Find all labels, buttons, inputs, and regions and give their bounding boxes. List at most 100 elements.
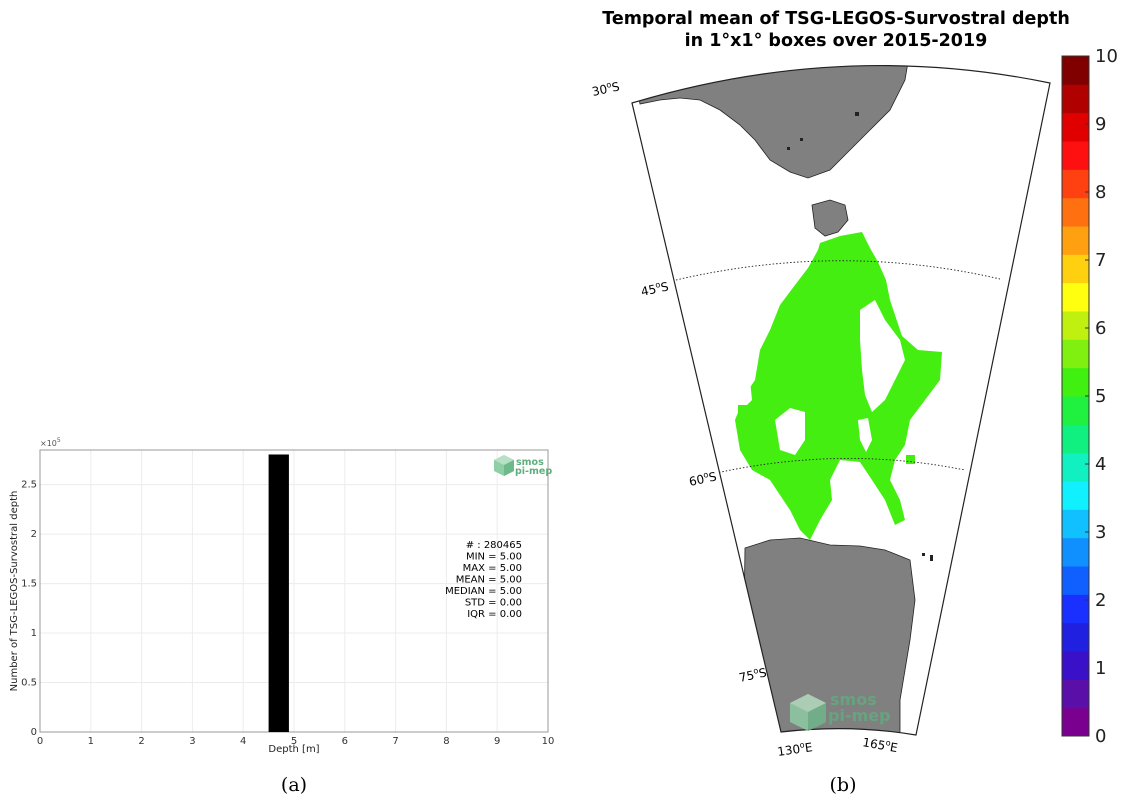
colorbar-tick-label: 5 [1095, 386, 1106, 407]
x-tick-label: 10 [542, 736, 555, 747]
x-tick-label: 7 [392, 736, 398, 747]
panel-caption-b: (b) [830, 774, 857, 796]
smos-pi-mep-logo-map: smos pi-mep [790, 690, 891, 731]
colorbar-segment [1062, 594, 1089, 624]
colorbar [1062, 56, 1089, 737]
stat-line: MEDIAN = 5.00 [445, 586, 522, 597]
colorbar-segment [1062, 396, 1089, 425]
histogram-plot-frame [39, 449, 549, 733]
colorbar-tick-label: 9 [1095, 114, 1106, 135]
x-tick-label: 6 [342, 736, 348, 747]
colorbar-segment [1062, 424, 1089, 454]
histogram-x-tick-labels: 0 1 2 3 4 5 6 7 8 9 10 [37, 736, 555, 747]
colorbar-tick-label: 0 [1095, 726, 1106, 747]
stat-line: MIN = 5.00 [466, 552, 522, 563]
smos-pi-mep-logo: smos pi-mep [494, 455, 552, 477]
y-tick-label: 1 [31, 628, 37, 639]
data-field-cells [735, 232, 942, 540]
data-field-isolated-cells [738, 350, 915, 464]
stat-line: MAX = 5.00 [463, 563, 522, 574]
colorbar-segment [1062, 651, 1089, 680]
panel-caption-a: (a) [281, 774, 307, 796]
lat-label-60s: 60oS [688, 468, 718, 488]
colorbar-segment [1062, 141, 1089, 170]
x-tick-label: 3 [189, 736, 195, 747]
logo-text-pi-mep: pi-mep [515, 466, 552, 477]
histogram-bars [268, 454, 289, 732]
map-sector-outline [631, 65, 1051, 736]
colorbar-segment [1062, 197, 1089, 227]
x-tick-label: 5 [291, 736, 297, 747]
stat-line: IQR = 0.00 [467, 609, 522, 620]
logo-cube-icon [790, 694, 826, 731]
logo-cube-icon [494, 455, 514, 476]
colorbar-segment [1062, 311, 1089, 340]
x-tick-label: 4 [240, 736, 246, 747]
logo-text-smos: smos [516, 457, 544, 468]
colorbar-tick-labels: 0 1 2 3 4 5 6 7 8 9 10 [1085, 46, 1118, 747]
y-tick-label: 0 [31, 727, 37, 738]
x-tick-label: 8 [443, 736, 449, 747]
colorbar-tick-label: 4 [1095, 454, 1106, 475]
lon-label-165e: 165oE [861, 734, 898, 755]
y-exponent-label: ×105 [40, 437, 61, 448]
colorbar-segment [1062, 481, 1089, 510]
colorbar-segment [1062, 367, 1089, 397]
logo-text-pi-mep: pi-mep [828, 706, 891, 725]
map-panel: Temporal mean of TSG-LEGOS-Survostral de… [591, 9, 1118, 759]
colorbar-segment [1062, 339, 1089, 369]
colorbar-segment [1062, 282, 1089, 312]
logo-text-smos: smos [830, 690, 877, 709]
longitude-labels: 130oE 165oE [776, 734, 898, 759]
y-tick-label: 2 [31, 529, 37, 540]
colorbar-segment [1062, 566, 1089, 595]
data-field-gaps [736, 300, 905, 455]
colorbar-segment [1062, 56, 1089, 85]
colorbar-tick-label: 7 [1095, 250, 1106, 271]
colorbar-segment [1062, 254, 1089, 284]
lon-label-130e: 130oE [776, 739, 813, 759]
map-title-line-2: in 1°x1° boxes over 2015-2019 [685, 31, 988, 51]
colorbar-tick-label: 2 [1095, 590, 1106, 611]
x-tick-label: 1 [88, 736, 94, 747]
x-tick-label: 2 [138, 736, 144, 747]
colorbar-segment [1062, 707, 1089, 737]
colorbar-segment [1062, 112, 1089, 142]
histogram-panel: 0 1 2 3 4 5 6 7 8 9 10 0 0.5 1 1.5 2 2.5 ×105 Depth [m]… [9, 437, 554, 755]
colorbar-segment [1062, 169, 1089, 199]
histogram-y-tick-labels: 0 0.5 1 1.5 2 2.5 [21, 480, 37, 738]
map-title-line-1: Temporal mean of TSG-LEGOS-Survostral de… [602, 9, 1070, 29]
stat-line: STD = 0.00 [465, 598, 522, 609]
colorbar-segment [1062, 679, 1089, 709]
stat-line: # : 280465 [466, 540, 522, 551]
colorbar-tick-label: 6 [1095, 318, 1106, 339]
colorbar-segment [1062, 622, 1089, 652]
map-sector [632, 65, 1050, 735]
lat-label-45s: 45oS [640, 278, 670, 298]
colorbar-tick-label: 1 [1095, 658, 1106, 679]
lat-label-30s: 30oS [591, 78, 621, 98]
colorbar-tick-label: 3 [1095, 522, 1106, 543]
colorbar-tick-label: 8 [1095, 182, 1106, 203]
y-tick-label: 2.5 [21, 480, 37, 491]
tasmania-landmass [811, 199, 849, 237]
y-tick-label: 0.5 [21, 678, 37, 689]
colorbar-segment [1062, 509, 1089, 539]
lat-label-75s: 75oS [738, 664, 768, 684]
histogram-bar [268, 454, 289, 732]
colorbar-segment [1062, 226, 1089, 255]
antarctica-landmass [743, 537, 916, 735]
graticule-45s [675, 260, 1001, 281]
x-tick-label: 0 [37, 736, 43, 747]
colorbar-segment [1062, 84, 1089, 114]
latitude-labels: 30oS 45oS 60oS 75oS [591, 78, 768, 684]
colorbar-segment [1062, 537, 1089, 567]
y-axis-label: Number of TSG-LEGOS-Survostral depth [9, 491, 20, 692]
y-tick-label: 1.5 [21, 579, 37, 590]
colorbar-tick-label: 10 [1095, 46, 1118, 67]
colorbar-segment [1062, 452, 1089, 482]
stat-line: MEAN = 5.00 [456, 575, 522, 586]
x-tick-label: 9 [494, 736, 500, 747]
